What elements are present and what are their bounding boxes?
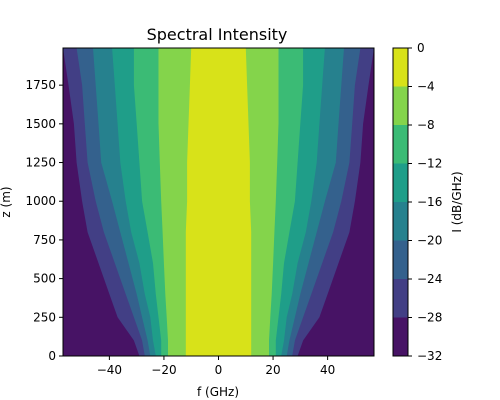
colorbar-swatch bbox=[393, 202, 408, 241]
x-axis: −40 −20 0 20 40 bbox=[97, 356, 335, 377]
x-axis-label: f (GHz) bbox=[197, 385, 239, 399]
colorbar-swatch bbox=[393, 317, 408, 356]
colorbar-tick-label: −20 bbox=[417, 234, 442, 248]
x-tick-label: 20 bbox=[265, 363, 280, 377]
colorbar-tick-label: −16 bbox=[417, 195, 442, 209]
colorbar: −32 −28 −24 −20 −16 −12 −8 −4 0 bbox=[392, 41, 442, 363]
colorbar-swatch bbox=[393, 86, 408, 125]
x-tick-label: −20 bbox=[151, 363, 176, 377]
x-tick-label: −40 bbox=[97, 363, 122, 377]
plot-area bbox=[63, 48, 374, 356]
y-tick-label: 1750 bbox=[25, 78, 56, 92]
y-axis-label: z (m) bbox=[0, 186, 13, 217]
chart-title: Spectral Intensity bbox=[147, 25, 288, 44]
y-tick-label: 1000 bbox=[25, 194, 56, 208]
colorbar-tick-label: −32 bbox=[417, 349, 442, 363]
y-tick-label: 500 bbox=[33, 272, 56, 286]
colorbar-tick-label: −12 bbox=[417, 157, 442, 171]
colorbar-swatch bbox=[393, 125, 408, 164]
colorbar-tick-label: −4 bbox=[417, 80, 435, 94]
y-tick-label: 250 bbox=[33, 310, 56, 324]
x-tick-label: 40 bbox=[320, 363, 335, 377]
y-tick-label: 1500 bbox=[25, 117, 56, 131]
colorbar-swatch bbox=[393, 279, 408, 318]
colorbar-swatch bbox=[393, 240, 408, 279]
colorbar-tick-label: −8 bbox=[417, 118, 435, 132]
x-tick-label: 0 bbox=[215, 363, 223, 377]
colorbar-tick-label: −24 bbox=[417, 272, 442, 286]
colorbar-tick-label: −28 bbox=[417, 311, 442, 325]
colorbar-tick-label: 0 bbox=[417, 41, 425, 55]
colorbar-swatch bbox=[393, 163, 408, 202]
y-tick-label: 0 bbox=[48, 349, 56, 363]
y-axis: 0 250 500 750 1000 1250 1500 1750 bbox=[25, 78, 63, 363]
contour-band--4 bbox=[185, 48, 252, 356]
y-tick-label: 1250 bbox=[25, 156, 56, 170]
colorbar-label: I (dB/GHz) bbox=[450, 171, 464, 232]
y-tick-label: 750 bbox=[33, 233, 56, 247]
colorbar-swatch bbox=[393, 48, 408, 87]
